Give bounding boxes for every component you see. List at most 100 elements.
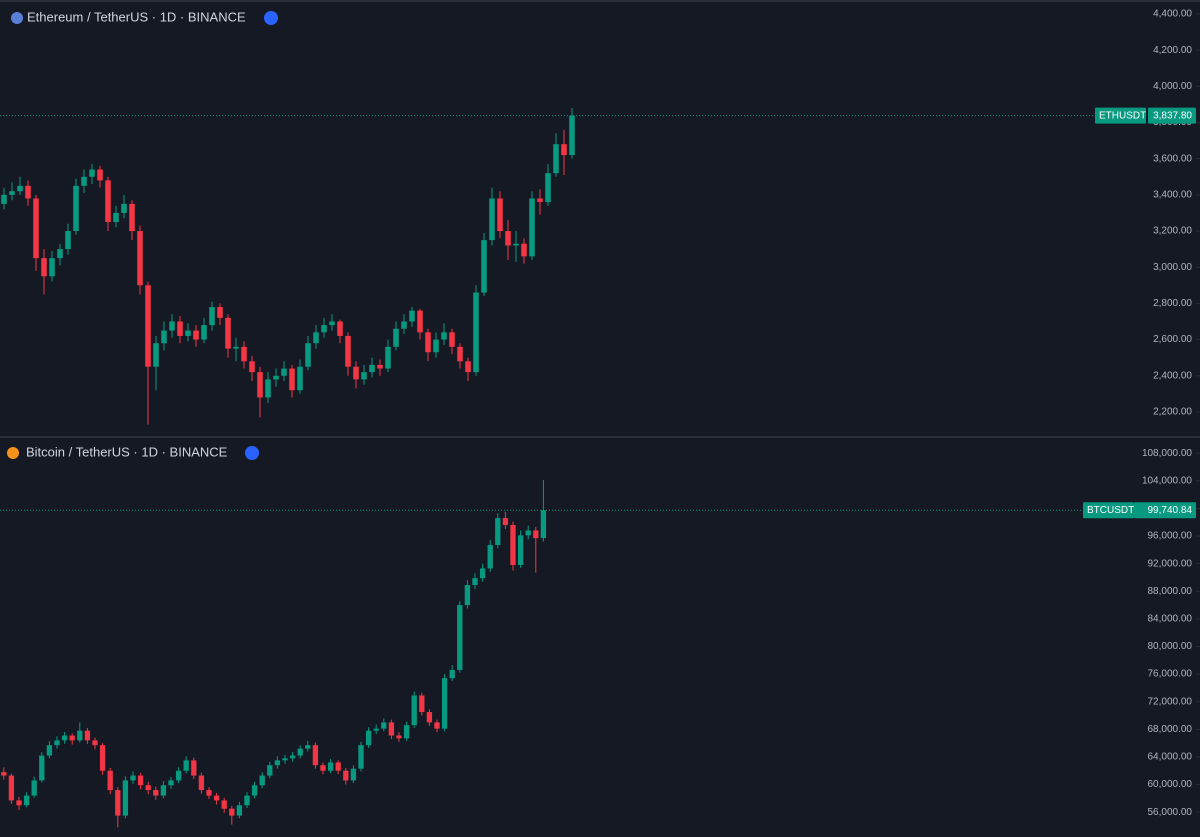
candle-body (183, 760, 189, 771)
candle-body (267, 765, 273, 776)
candle-body (185, 330, 191, 336)
candle-body (217, 307, 223, 318)
candle-body (393, 328, 399, 347)
candle-body (553, 144, 559, 174)
candle-body (121, 203, 127, 213)
y-tick-label: 56,000.00 (1148, 807, 1193, 818)
candle-body (273, 375, 279, 380)
candle-body (425, 332, 431, 353)
candle-body (61, 735, 68, 741)
candle-body (16, 800, 22, 806)
candle-body (411, 695, 417, 726)
candle-body (236, 805, 243, 816)
y-tick-label: 2,200.00 (1153, 407, 1192, 418)
candle-body (41, 258, 47, 277)
candle-body (46, 745, 53, 756)
candle-body (274, 760, 281, 766)
candle-body (533, 530, 539, 539)
candle-body (385, 346, 391, 369)
candle-body (345, 335, 351, 367)
chart-title: Ethereum / TetherUS · 1D · BINANCE (27, 9, 246, 24)
y-tick-label: 2,400.00 (1153, 370, 1192, 381)
y-tick-label: 108,000.00 (1142, 448, 1192, 459)
y-tick-label: 3,400.00 (1153, 189, 1192, 200)
candle-body (401, 321, 407, 329)
candle-body (249, 361, 255, 373)
y-tick-label: 3,000.00 (1153, 262, 1192, 273)
candle-body (529, 198, 535, 257)
y-tick-label: 2,600.00 (1153, 334, 1192, 345)
candle-body (353, 366, 359, 380)
candle-body (297, 366, 303, 391)
candle-body (377, 364, 383, 369)
candle-body (388, 722, 395, 736)
price-tag-symbol: ETHUSDT (1099, 110, 1146, 121)
candle-body (497, 198, 503, 232)
price-tag-symbol: BTCUSDT (1087, 505, 1134, 516)
candle-body (335, 762, 341, 771)
candle-body (107, 770, 113, 791)
candle-body (472, 578, 478, 586)
candle-body (521, 243, 527, 257)
candle-body (201, 325, 207, 340)
candle-body (449, 332, 455, 347)
price-tag-value-bg (1148, 107, 1196, 124)
candle-body (57, 249, 63, 259)
candle-body (473, 292, 479, 373)
candle-body (97, 169, 103, 181)
y-tick-label: 104,000.00 (1142, 475, 1192, 486)
candle-body (175, 770, 182, 781)
candle-body (487, 544, 493, 569)
replay-button[interactable] (245, 446, 259, 460)
price-tag-symbol-bg (1095, 107, 1146, 124)
candle-body (206, 790, 212, 796)
candle-body (39, 755, 45, 781)
candle-body (77, 730, 83, 741)
price-tag-value: 99,740.84 (1148, 505, 1193, 516)
candle-body (130, 775, 136, 781)
candle-body (113, 212, 119, 222)
candle-body (115, 790, 121, 816)
candle-body (1, 194, 7, 204)
candle-body (137, 775, 144, 786)
btc-icon (7, 447, 19, 459)
candle-body (169, 321, 175, 331)
candle-body (213, 795, 220, 801)
y-tick-label: 3,600.00 (1153, 153, 1192, 164)
candle-body (153, 790, 159, 796)
candle-body (449, 669, 455, 679)
candle-body (305, 745, 311, 749)
candle-body (417, 310, 423, 333)
candle-body (489, 198, 495, 241)
candle-body (525, 530, 531, 536)
candle-body (337, 321, 343, 336)
y-tick-label: 96,000.00 (1148, 531, 1193, 542)
price-tag-symbol-bg (1083, 502, 1134, 519)
candle-body (510, 524, 516, 566)
candle-body (23, 795, 30, 806)
candle-body (434, 722, 440, 729)
candle-body (49, 258, 55, 277)
candle-body (229, 808, 235, 816)
candle-body (433, 339, 439, 353)
candle-body (495, 518, 501, 545)
candle-body (84, 730, 91, 741)
y-tick-label: 4,400.00 (1153, 9, 1192, 20)
candle-body (221, 800, 227, 809)
candle-body (350, 768, 357, 781)
candle-body (321, 325, 327, 333)
candle-body (320, 765, 326, 771)
candle-body (403, 725, 410, 739)
candle-body (8, 775, 15, 801)
candle-body (259, 775, 265, 786)
candle-body (161, 330, 167, 344)
candle-body (289, 755, 296, 759)
candle-body (137, 231, 143, 286)
candle-body (81, 176, 87, 186)
y-tick-label: 84,000.00 (1148, 614, 1193, 625)
candle-body (1, 772, 7, 776)
eth-icon (11, 12, 23, 24)
replay-button[interactable] (264, 11, 278, 25)
candle-body (505, 231, 511, 246)
